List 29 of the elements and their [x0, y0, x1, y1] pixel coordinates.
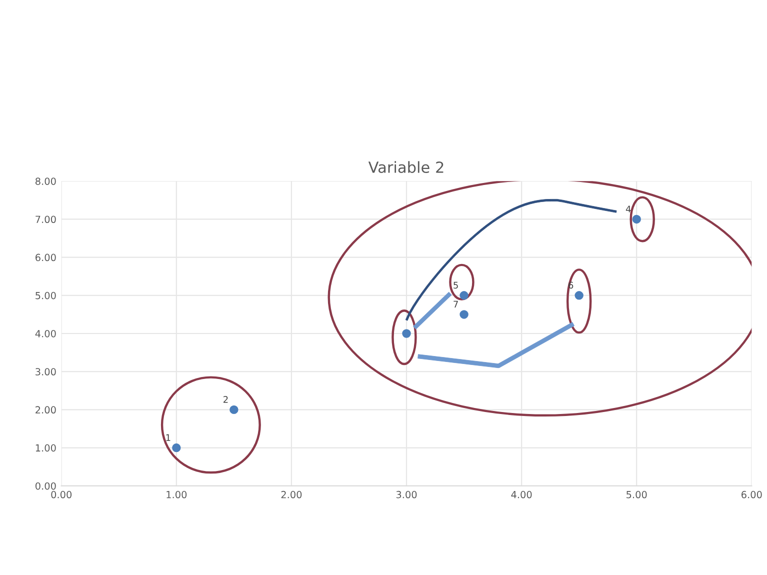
point: [172, 443, 181, 452]
x-tick-label: 5.00: [626, 490, 647, 498]
y-tick-label: 7.00: [36, 216, 56, 224]
point: [574, 291, 584, 300]
y-tick-label: 3.00: [36, 368, 56, 376]
x-tick-label: 1.00: [166, 490, 187, 498]
point: [402, 329, 411, 338]
point: [460, 310, 468, 319]
x-tick-label: 2.00: [281, 490, 302, 498]
y-tick-label: 8.00: [36, 178, 56, 185]
annotation: 4: [626, 206, 631, 212]
annotation: 2: [223, 396, 228, 403]
x-tick-label: 3.00: [396, 490, 417, 498]
point: [460, 291, 468, 300]
y-tick-label: 0.00: [35, 482, 56, 490]
y-tick-label: 4.00: [35, 330, 56, 338]
y-tick-label: 5.00: [36, 292, 56, 300]
y-tick-label: 6.00: [36, 254, 56, 262]
chart-title: Variable 2: [368, 161, 444, 174]
x-tick-label: 4.00: [511, 490, 532, 498]
annotation: 7: [454, 300, 458, 308]
annotation: 1: [166, 434, 170, 441]
point: [230, 405, 238, 414]
x-tick-label: 0.00: [51, 490, 72, 498]
y-tick-label: 2.00: [36, 406, 56, 414]
y-tick-label: 1.00: [36, 444, 56, 452]
x-tick-label: 6.00: [742, 490, 762, 498]
annotation: 5: [454, 282, 458, 289]
point: [632, 214, 641, 224]
